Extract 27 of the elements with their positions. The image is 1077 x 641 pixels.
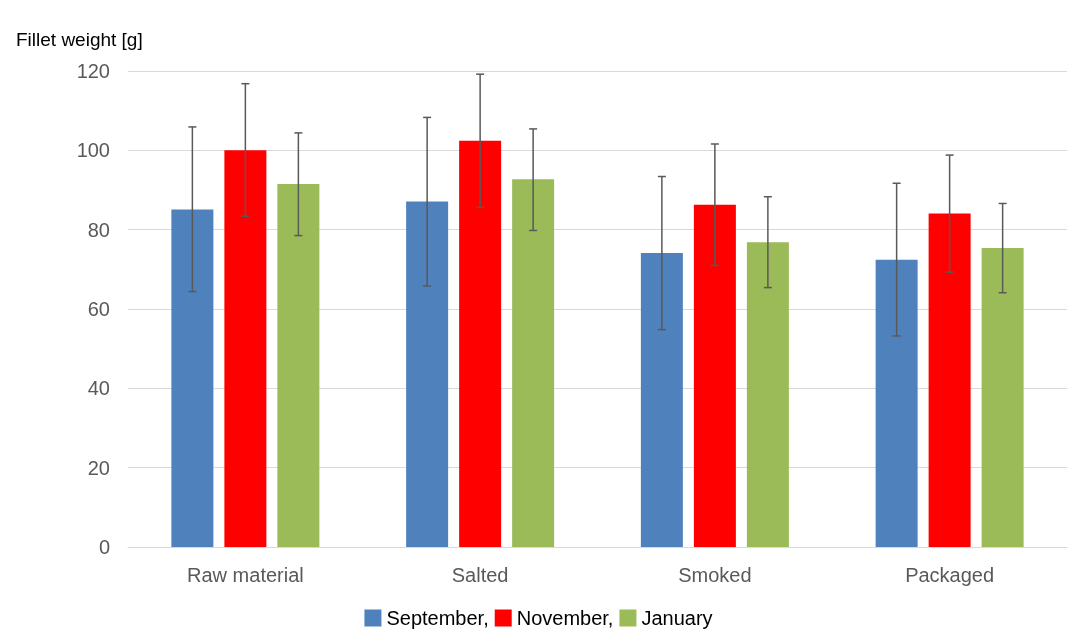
bar xyxy=(171,209,214,547)
bar xyxy=(406,201,449,547)
bar xyxy=(981,247,1024,547)
y-tick-label: 100 xyxy=(76,139,110,162)
bar xyxy=(875,259,918,547)
x-tick-label: Salted xyxy=(451,564,509,586)
y-tick-label: 80 xyxy=(87,218,110,241)
legend-label: January xyxy=(641,607,713,629)
y-tick-label: 20 xyxy=(87,456,110,479)
bar xyxy=(640,253,683,547)
legend-label: September, xyxy=(386,607,489,629)
legend-label: November, xyxy=(516,607,614,629)
bar xyxy=(512,179,555,547)
bar xyxy=(224,150,267,547)
bar xyxy=(746,242,789,547)
bar xyxy=(459,140,502,547)
y-axis-title: Fillet weight [g] xyxy=(16,29,143,50)
bar xyxy=(693,204,736,547)
y-tick-label: 120 xyxy=(76,60,110,82)
y-tick-label: 40 xyxy=(87,377,110,400)
y-tick-label: 0 xyxy=(98,536,110,558)
bar xyxy=(928,213,971,547)
x-tick-label: Packaged xyxy=(905,564,995,586)
bar xyxy=(277,184,320,547)
x-tick-label: Raw material xyxy=(187,564,304,586)
x-tick-label: Smoked xyxy=(678,564,752,586)
y-tick-label: 60 xyxy=(87,298,110,320)
